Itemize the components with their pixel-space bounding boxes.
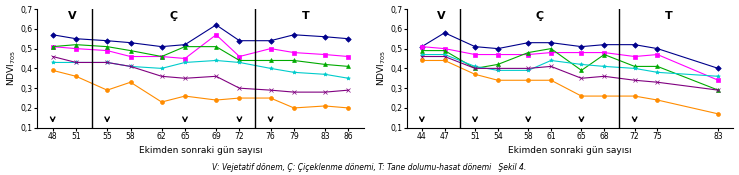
Y-axis label: NDVI$_{705}$: NDVI$_{705}$ [375, 50, 387, 86]
Text: V: Vejetatif dönem, Ç: Çiçeklenme dönemi, T: Tane dolumu-hasat dönemi   Şekil 4.: V: Vejetatif dönem, Ç: Çiçeklenme dönemi… [212, 163, 527, 172]
X-axis label: Ekimden sonraki gün sayısı: Ekimden sonraki gün sayısı [508, 146, 632, 155]
Text: V: V [68, 11, 76, 21]
Text: Ç: Ç [169, 11, 177, 21]
Text: T: T [665, 11, 672, 21]
Text: T: T [302, 11, 310, 21]
Text: Ç: Ç [536, 11, 544, 21]
X-axis label: Ekimden sonraki gün sayısı: Ekimden sonraki gün sayısı [139, 146, 262, 155]
Text: V: V [437, 11, 445, 21]
Y-axis label: NDVI$_{705}$: NDVI$_{705}$ [6, 50, 18, 86]
